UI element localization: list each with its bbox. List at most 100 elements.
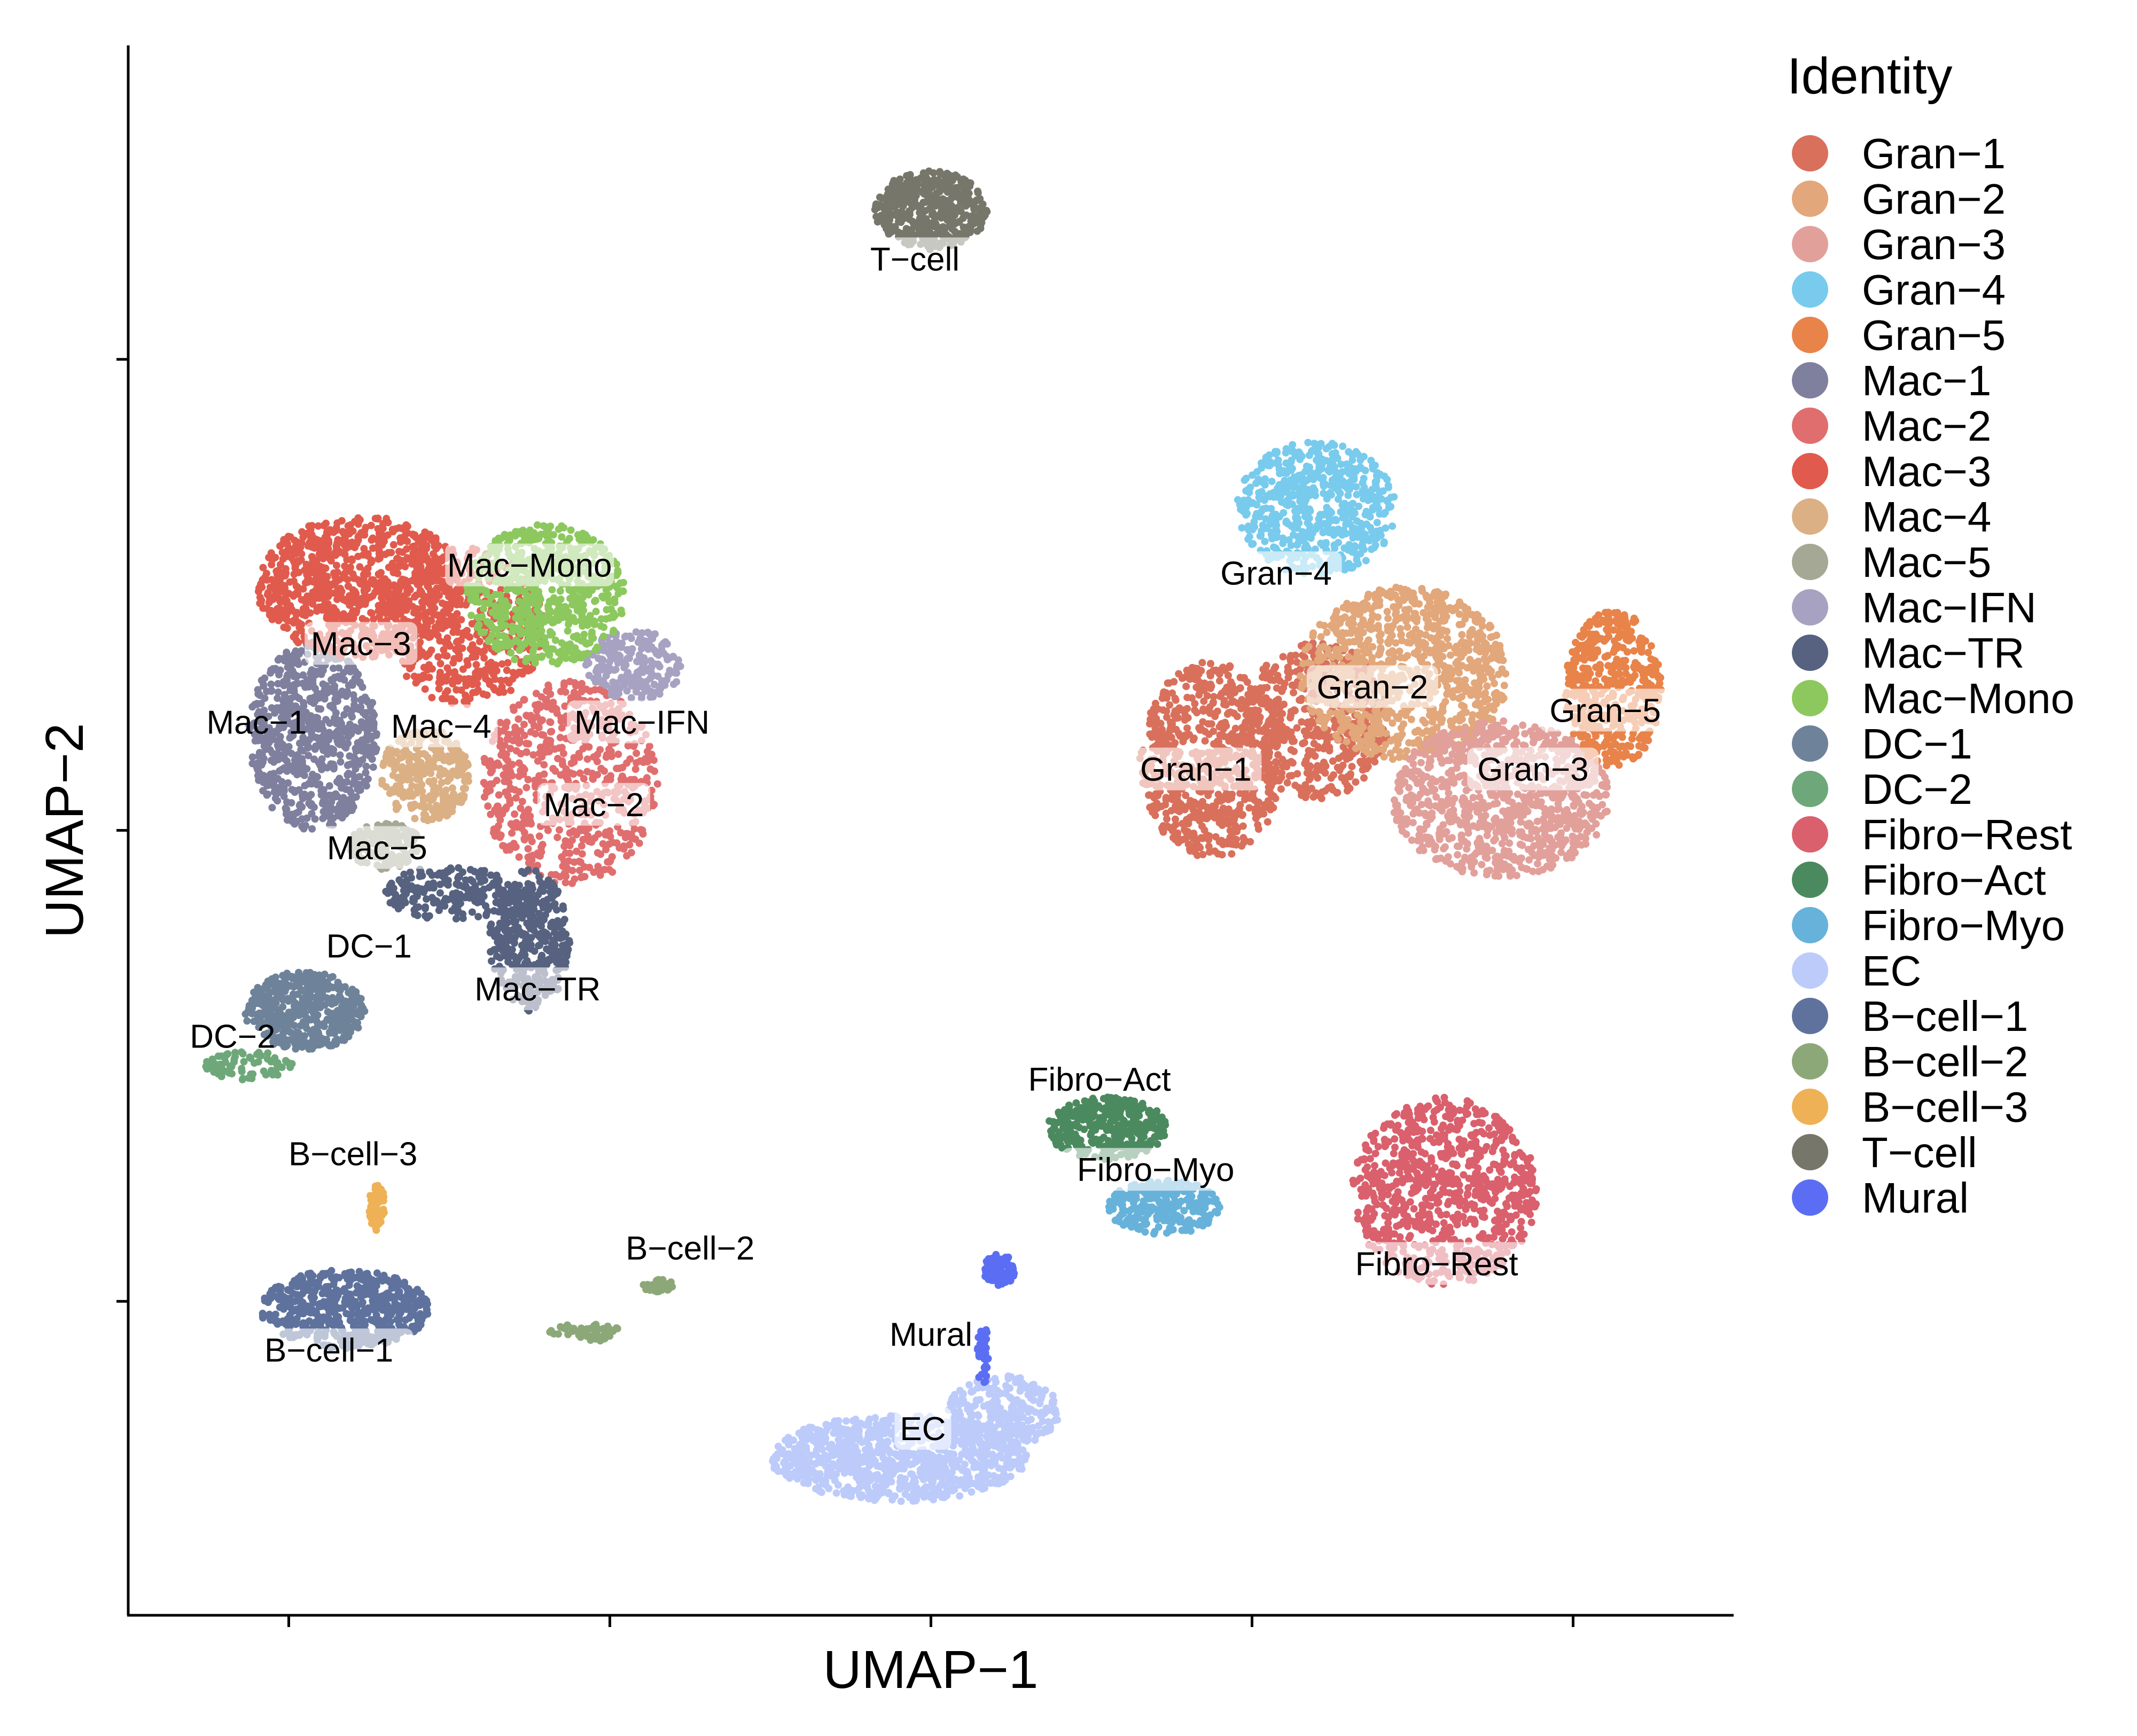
data-point (1593, 831, 1601, 839)
data-point (1322, 732, 1330, 740)
data-point (1570, 648, 1578, 656)
data-point (1635, 742, 1643, 750)
data-point (1183, 693, 1191, 701)
data-point (369, 763, 377, 771)
data-point (290, 688, 298, 696)
data-point (1492, 835, 1499, 843)
data-point (1289, 448, 1296, 456)
data-point (1641, 731, 1649, 739)
data-point (1283, 763, 1291, 771)
data-point (1406, 639, 1414, 647)
data-point (1226, 663, 1234, 671)
data-point (577, 873, 585, 881)
data-point (1273, 493, 1281, 501)
data-point (1305, 643, 1313, 651)
data-point (1189, 834, 1197, 842)
data-point (1352, 778, 1360, 786)
data-point (1595, 670, 1603, 678)
data-point (1512, 872, 1520, 880)
data-point (294, 756, 302, 764)
data-point (1236, 674, 1244, 682)
data-point (1572, 638, 1580, 646)
data-point (1254, 825, 1262, 833)
data-point (1432, 793, 1440, 801)
data-point (1478, 861, 1486, 869)
data-point (1436, 832, 1444, 840)
data-point (1350, 608, 1358, 616)
data-point (1431, 592, 1439, 600)
data-point (1406, 755, 1414, 763)
data-point (1593, 636, 1601, 644)
data-point (354, 760, 362, 767)
data-point (1495, 872, 1503, 880)
data-point (1200, 697, 1208, 705)
data-point (1595, 620, 1603, 628)
data-point (1494, 722, 1502, 729)
data-point (1510, 812, 1518, 820)
data-point (1397, 631, 1405, 639)
data-point (1339, 752, 1347, 760)
data-point (1598, 781, 1606, 789)
data-point (1405, 739, 1413, 747)
data-point (1468, 716, 1476, 724)
data-point (1353, 517, 1361, 525)
data-point (1595, 611, 1603, 619)
data-point (1350, 465, 1358, 473)
data-point (1339, 442, 1347, 450)
data-point (1274, 695, 1282, 703)
data-point (1563, 817, 1571, 825)
data-point (331, 793, 339, 801)
data-point (1327, 774, 1335, 782)
data-point (1235, 735, 1243, 743)
data-point (1322, 540, 1330, 548)
data-point (1172, 696, 1180, 704)
data-point (1267, 775, 1275, 783)
data-point (1227, 692, 1234, 700)
data-point (327, 745, 336, 753)
data-point (1528, 827, 1536, 835)
data-point (1264, 738, 1271, 745)
data-point (1168, 827, 1176, 835)
data-point (1154, 802, 1162, 810)
data-point (1342, 520, 1350, 528)
data-point (1277, 785, 1285, 793)
data-point (1483, 871, 1491, 879)
data-point (1519, 833, 1527, 841)
data-point (1279, 653, 1287, 661)
data-point (337, 738, 345, 746)
data-point (1459, 794, 1467, 802)
data-point (1635, 750, 1643, 758)
data-point (1506, 789, 1514, 797)
data-point (1475, 662, 1483, 670)
data-point (1203, 803, 1211, 811)
data-point (1546, 823, 1554, 831)
data-point (325, 782, 333, 790)
data-point (1376, 647, 1384, 655)
data-point (1278, 755, 1286, 763)
data-point (1230, 739, 1238, 747)
data-point (1314, 743, 1322, 751)
data-point (1191, 848, 1199, 856)
data-point (1467, 691, 1475, 699)
data-point (1216, 677, 1223, 685)
data-point (1481, 689, 1489, 697)
data-point (1588, 815, 1596, 823)
data-point (1210, 667, 1218, 675)
data-point (1408, 597, 1416, 605)
data-point (1384, 591, 1392, 599)
data-point (1406, 631, 1414, 639)
data-point (1157, 720, 1165, 728)
data-point (1174, 791, 1182, 799)
data-point (1263, 684, 1271, 692)
data-point (1611, 643, 1619, 651)
data-point (1439, 706, 1447, 714)
data-point (1431, 710, 1439, 718)
data-point (1601, 791, 1609, 799)
data-point (1445, 789, 1453, 797)
data-point (1353, 556, 1361, 564)
data-point (1579, 809, 1587, 816)
data-point (1390, 649, 1398, 657)
data-point (1314, 774, 1322, 782)
data-point (1424, 801, 1432, 809)
data-point (1367, 605, 1375, 613)
